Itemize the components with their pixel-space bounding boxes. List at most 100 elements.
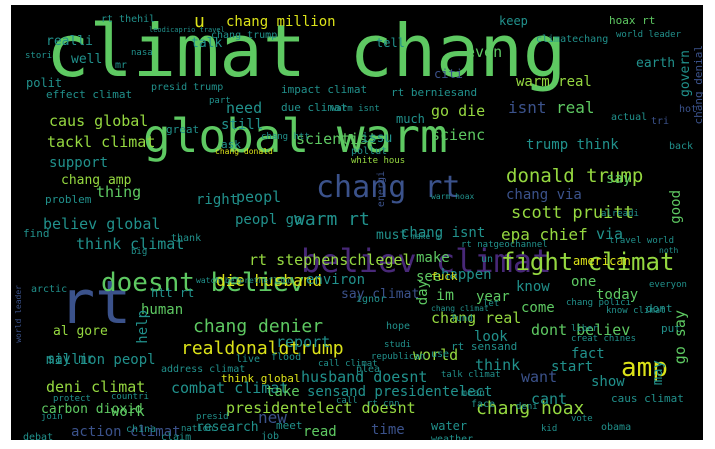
cloud-word: new xyxy=(258,408,287,427)
cloud-word: human xyxy=(141,302,184,318)
cloud-word: back xyxy=(669,141,694,152)
cloud-word: job xyxy=(261,431,280,441)
cloud-word: talk xyxy=(191,36,223,51)
cloud-word: trump think xyxy=(526,137,619,153)
cloud-word: make xyxy=(416,250,450,266)
cloud-word: know climat xyxy=(606,306,666,316)
cloud-word: citi xyxy=(434,67,463,81)
cloud-word: right xyxy=(196,192,239,208)
cloud-word: good xyxy=(668,190,684,224)
cloud-word: un xyxy=(481,254,494,265)
cloud-word: support xyxy=(49,155,109,171)
cloud-word: realdonaldtrump xyxy=(181,338,344,359)
cloud-word: day xyxy=(415,280,431,306)
cloud-word: htt rt xyxy=(151,286,195,300)
cloud-word: everyon xyxy=(649,280,687,290)
cloud-word: nation xyxy=(181,424,214,434)
cloud-word: face xyxy=(471,399,496,410)
cloud-word: issu xyxy=(361,131,393,146)
cloud-word: watch beforetheflood xyxy=(196,276,293,285)
cloud-word: make u xyxy=(411,232,440,241)
cloud-word: due climat xyxy=(281,101,348,114)
cloud-word: rt xyxy=(59,268,132,338)
cloud-word: presid trump xyxy=(151,82,224,93)
cloud-word: ignor xyxy=(356,294,387,305)
cloud-word: meet xyxy=(276,419,303,432)
cloud-word: chang trump xyxy=(211,30,278,41)
cloud-word: problem xyxy=(45,193,92,206)
cloud-word: husband doesnt xyxy=(301,368,428,386)
cloud-word: climatechang xyxy=(536,34,609,45)
cloud-word: obama xyxy=(601,422,632,433)
cloud-word: flood xyxy=(271,352,302,363)
cloud-word: dont xyxy=(646,302,673,315)
cloud-word: peopl xyxy=(236,188,282,206)
cloud-word: much xyxy=(396,112,425,126)
cloud-word: world leader xyxy=(616,30,682,40)
cloud-word: effect climat xyxy=(46,88,133,101)
cloud-word: scienc xyxy=(431,126,486,144)
cloud-word: claim xyxy=(161,432,192,441)
cloud-word: impact climat xyxy=(281,83,368,96)
cloud-word: use xyxy=(431,349,450,360)
cloud-word: vote xyxy=(571,414,593,424)
cloud-word: see xyxy=(416,269,442,285)
cloud-word: thank xyxy=(171,233,202,244)
cloud-word: tri xyxy=(651,116,670,127)
cloud-word: think global xyxy=(221,372,301,385)
cloud-word: donald trump xyxy=(506,165,644,187)
cloud-word: dont believ xyxy=(531,321,631,339)
cloud-word: american xyxy=(573,254,631,268)
cloud-word: thing xyxy=(96,183,142,201)
cloud-word: cant xyxy=(531,390,568,408)
cloud-word: caus global xyxy=(49,112,149,130)
cloud-word: studi xyxy=(384,340,412,350)
cloud-word: need xyxy=(226,99,263,117)
cloud-word: warm isnt xyxy=(331,104,380,114)
cloud-word: rt cnn xyxy=(367,399,400,409)
cloud-word: climat chang xyxy=(46,9,567,93)
cloud-word: say xyxy=(606,171,632,187)
cloud-word: arctic xyxy=(31,284,68,295)
cloud-word: one xyxy=(571,274,597,290)
cloud-word: world leader xyxy=(14,285,23,343)
cloud-word: epa chief xyxy=(501,225,588,244)
cloud-word: think climat xyxy=(76,235,185,253)
cloud-word: countri xyxy=(111,392,149,402)
cloud-word: fact xyxy=(571,346,605,362)
cloud-word: im xyxy=(436,286,455,304)
cloud-word: scientist xyxy=(296,130,378,148)
cloud-word: chang via xyxy=(506,187,582,203)
cloud-word: tell xyxy=(376,36,405,50)
cloud-word: energi xyxy=(376,171,387,208)
cloud-word: address climat xyxy=(161,364,246,375)
cloud-word: deni climat xyxy=(46,378,146,396)
cloud-word: think xyxy=(475,356,521,374)
cloud-word: today xyxy=(596,287,639,303)
cloud-word: keep xyxy=(499,14,528,28)
cloud-word: well xyxy=(71,52,103,67)
cloud-word: may xyxy=(650,360,666,386)
cloud-word: leodicaprio travel xyxy=(149,26,225,34)
cloud-word: amp xyxy=(621,353,668,383)
cloud-word: look xyxy=(474,329,508,345)
cloud-word: die husband xyxy=(216,271,322,290)
cloud-word: white hous xyxy=(351,156,406,166)
cloud-word: environ xyxy=(306,272,366,288)
cloud-word: time xyxy=(371,422,405,438)
cloud-word: believ climat xyxy=(301,242,552,280)
cloud-word: sensand presidentelect xyxy=(307,384,493,400)
cloud-word: work xyxy=(111,404,145,420)
cloud-word: fight climat xyxy=(501,248,675,276)
cloud-word: debat xyxy=(23,432,54,441)
cloud-word: say climat xyxy=(341,287,420,302)
cloud-word: talk climat xyxy=(441,370,501,380)
cloud-word: plea xyxy=(356,364,381,375)
cloud-word: big xyxy=(131,247,148,257)
cloud-word: chang real xyxy=(431,309,522,327)
cloud-word: help xyxy=(135,310,151,344)
cloud-word: nasa xyxy=(131,48,153,58)
cloud-word: carbon dioxid xyxy=(41,402,143,417)
cloud-word: come xyxy=(521,300,555,316)
cloud-word: real xyxy=(556,98,595,117)
